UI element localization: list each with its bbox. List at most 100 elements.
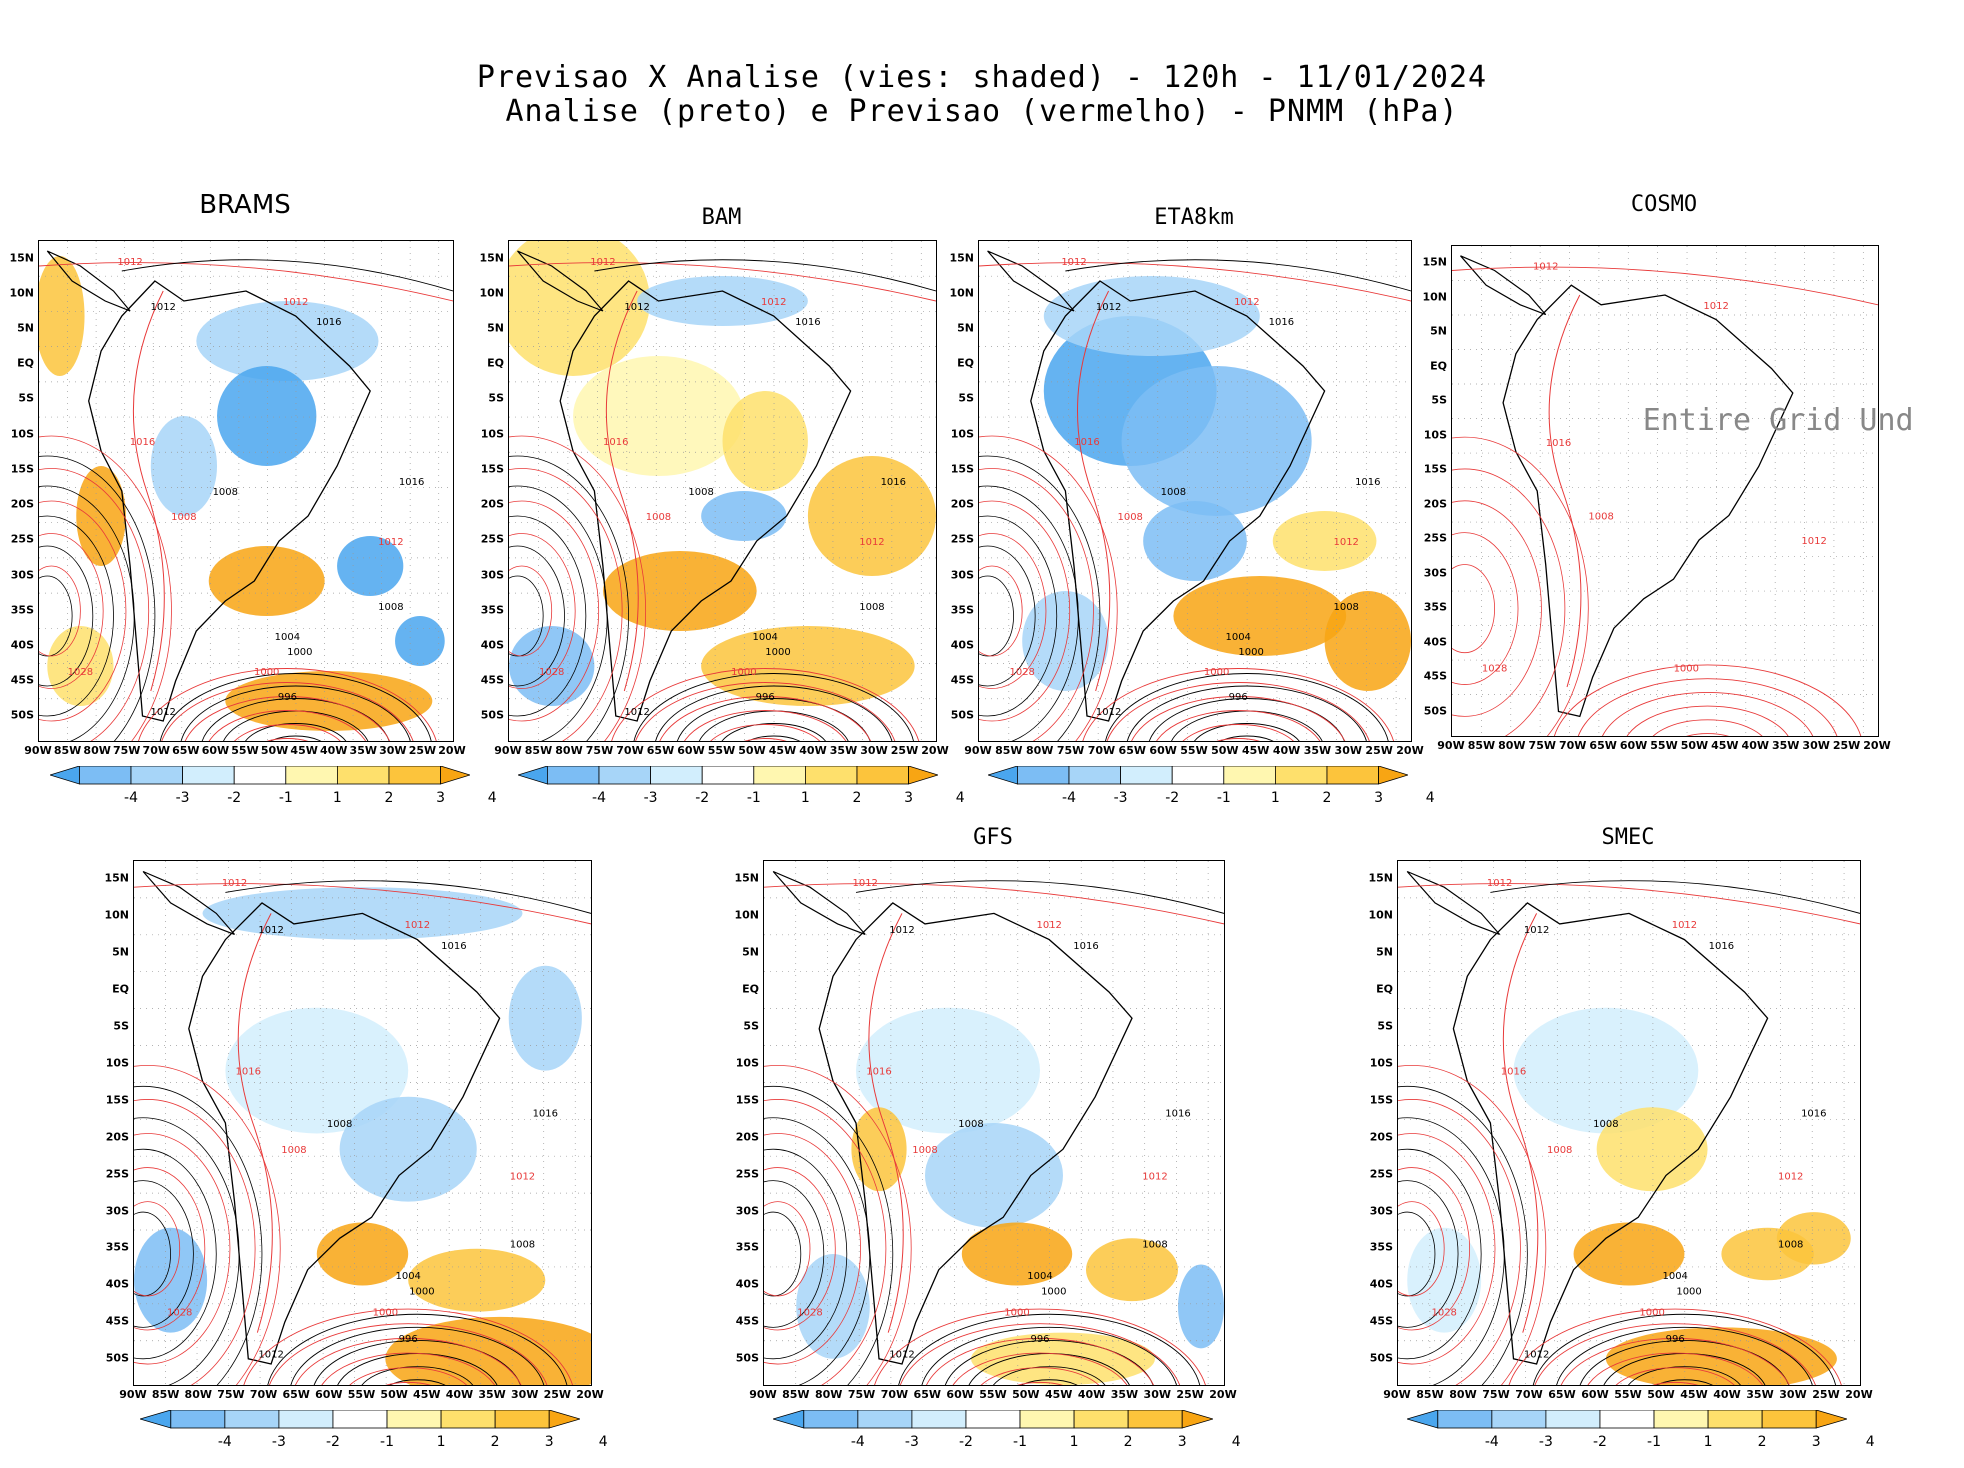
lat-tick-label: 10S xyxy=(10,427,34,441)
lon-tick-label: 60W xyxy=(201,744,230,757)
lon-tick-label: 65W xyxy=(1548,1388,1576,1401)
isobar-label: 1012 xyxy=(1096,302,1121,313)
bias-shade xyxy=(701,491,787,541)
lat-tick-label: 10N xyxy=(1422,290,1447,304)
bias-shade xyxy=(1324,591,1411,691)
bias-shade xyxy=(1086,1238,1178,1302)
colorbar-label: 2 xyxy=(1322,790,1332,806)
bias-shade xyxy=(1143,501,1247,581)
lon-tick-label: 55W xyxy=(1180,744,1208,757)
isobar-label: 1004 xyxy=(1225,632,1250,643)
colorbar-label: 1 xyxy=(1069,1434,1079,1450)
isobar-label: 1008 xyxy=(1588,512,1613,523)
lon-tick-label: 30W xyxy=(379,744,407,757)
bias-shade xyxy=(1272,511,1377,571)
map-svg-2: 1012 1012 1012 1016 1016 1016 1008 1004 1000 1000… xyxy=(979,241,1411,741)
lat-tick-label: EQ xyxy=(17,356,34,370)
lon-tick-label: 75W xyxy=(1482,1388,1510,1401)
lon-tick-label: 45W xyxy=(1044,1388,1073,1401)
colorbar-swatch xyxy=(1274,766,1328,785)
lon-tick-label: 20W xyxy=(1396,744,1424,757)
lat-tick-label: 10N xyxy=(949,286,974,300)
isobar-label: 1008 xyxy=(281,1145,306,1156)
lat-tick-label: 25S xyxy=(1369,1167,1393,1181)
panel-title-6: SMEC xyxy=(1601,825,1655,850)
lat-tick-label: 5S xyxy=(1377,1019,1393,1033)
isobars xyxy=(764,880,1224,1385)
isobar-label: 1008 xyxy=(378,602,403,613)
lon-tick-label: 25W xyxy=(408,744,437,757)
lon-tick-label: 20W xyxy=(576,1388,604,1401)
lat-tick-label: EQ xyxy=(1430,359,1447,373)
colorbar-label: -3 xyxy=(643,790,658,806)
colorbar-swatch xyxy=(1491,1410,1547,1429)
lat-tick-label: 30S xyxy=(735,1204,759,1218)
isobar-label: 1000 xyxy=(765,647,790,658)
colorbar-4: -4 -3 -2 -1 1 2 3 4 xyxy=(140,1410,608,1468)
bias-shade xyxy=(961,1222,1073,1286)
lat-tick-label: 35S xyxy=(1423,600,1447,614)
isobar-label: 1008 xyxy=(171,512,196,523)
isobar-label: 1000 xyxy=(409,1287,434,1298)
colorbar-label: 4 xyxy=(1425,790,1435,806)
lon-tick-label: 90W xyxy=(119,1388,147,1401)
andes-isobar xyxy=(1502,913,1539,1333)
colorbar-swatch xyxy=(50,766,80,785)
colorbar-label: 3 xyxy=(1811,1434,1821,1450)
central-america-outline xyxy=(772,870,866,935)
colorbar-swatch xyxy=(1127,1410,1183,1429)
lon-tick-label: 65W xyxy=(1589,739,1617,752)
isobar-label: 1012 xyxy=(859,537,884,548)
lat-tick-label: 10N xyxy=(104,908,129,922)
isobar-label: 1012 xyxy=(624,707,649,718)
lon-tick-label: 55W xyxy=(1614,1388,1642,1401)
title-line-2: Analise (preto) e Previsao (vermelho) - … xyxy=(505,94,1459,129)
colorbar-label: -3 xyxy=(1113,790,1128,806)
lon-tick-label: 85W xyxy=(1467,739,1496,752)
lon-tick-label: 90W xyxy=(24,744,52,757)
bias-shade xyxy=(217,366,317,466)
lat-tick-label: 40S xyxy=(10,638,34,652)
isobar-label: 1016 xyxy=(1709,941,1734,952)
central-america-outline xyxy=(987,250,1075,312)
colorbar-label: -4 xyxy=(217,1434,232,1450)
colorbar-swatch xyxy=(1378,766,1408,785)
map-panel-6: 1012 1012 1012 1016 1016 1016 1008 1004 1000 1000… xyxy=(1397,860,1861,1386)
isobar-label: 1008 xyxy=(646,512,671,523)
lat-tick-label: 10S xyxy=(735,1056,759,1070)
isobar-label: 1016 xyxy=(399,477,424,488)
colorbar-swatch xyxy=(1815,1410,1847,1429)
colorbar-swatch xyxy=(332,1410,388,1429)
lat-tick-label: 25S xyxy=(105,1167,129,1181)
colorbar-swatch xyxy=(803,1410,859,1429)
lat-tick-label: 45S xyxy=(105,1314,129,1328)
lon-tick-label: 20W xyxy=(921,744,949,757)
lon-tick-label: 60W xyxy=(315,1388,343,1401)
isobar-label: 1012 xyxy=(889,1350,914,1361)
colorbar-label: -4 xyxy=(1484,1434,1499,1450)
panel-title-2: ETA8km xyxy=(1154,205,1234,230)
lon-tick-label: 55W xyxy=(707,744,736,757)
panel-title-1: BAM xyxy=(701,205,742,230)
isobar-label: 1016 xyxy=(603,437,628,448)
lon-tick-label: 75W xyxy=(1528,739,1557,752)
lon-tick-label: 65W xyxy=(1118,744,1147,757)
grid-lines xyxy=(1398,861,1860,1385)
isobar-label: 1016 xyxy=(866,1067,891,1078)
lon-tick-label: 35W xyxy=(1303,744,1332,757)
colorbar-swatch xyxy=(224,1410,280,1429)
lon-tick-label: 75W xyxy=(1056,744,1085,757)
lon-tick-label: 80W xyxy=(555,744,583,757)
colorbar-label: -3 xyxy=(175,790,190,806)
colorbar-swatch xyxy=(386,1410,442,1429)
lon-tick-label: 55W xyxy=(347,1388,376,1401)
lat-tick-label: 5N xyxy=(1430,324,1447,338)
title-line-1: Previsao X Analise (vies: shaded) - 120h… xyxy=(476,60,1488,95)
continent-outline xyxy=(818,902,1133,1365)
lat-tick-label: 10S xyxy=(950,427,974,441)
lon-tick-label: 55W xyxy=(1650,739,1678,752)
colorbar-swatch xyxy=(1599,1410,1655,1429)
lat-tick-label: EQ xyxy=(1376,982,1393,996)
colorbar-label: -1 xyxy=(1647,1434,1661,1450)
lat-tick-label: 5N xyxy=(487,321,504,335)
